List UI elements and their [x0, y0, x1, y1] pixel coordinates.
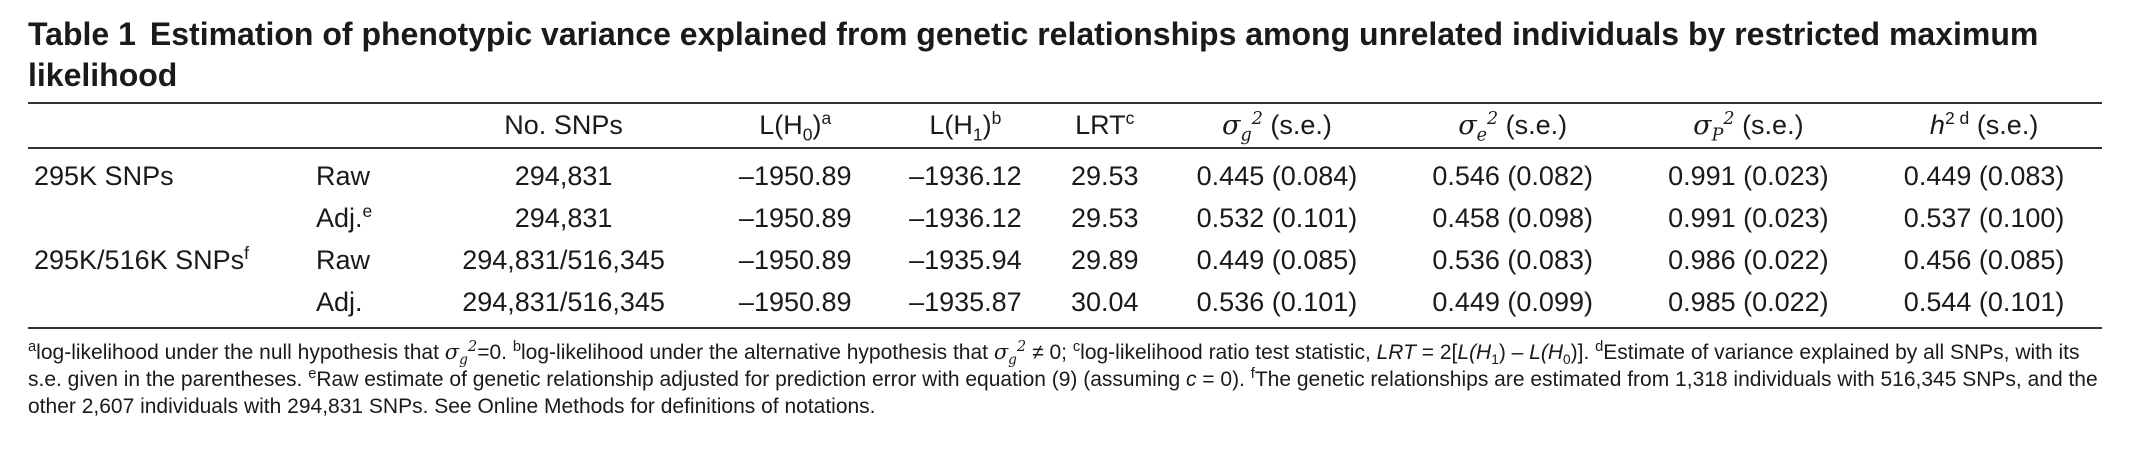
footnote-mark-c: c: [1072, 339, 1081, 355]
table-row: 295K SNPs Raw 294,831 –1950.89 –1936.12 …: [28, 148, 2102, 197]
footnote-c-text: log-likelihood ratio test statistic,: [1080, 341, 1377, 364]
cell-snps: 294,831/516,345: [417, 281, 711, 329]
footnote-mark-a: a: [28, 339, 37, 355]
cell-lh1: –1935.94: [909, 244, 1022, 275]
header-lh1: L(H1)b: [880, 102, 1051, 149]
row-label: [28, 281, 310, 329]
cell-lh1: –1936.12: [909, 202, 1022, 233]
cell-lrt: 29.53: [1071, 202, 1139, 233]
cell-h2: 0.449 (0.083): [1903, 160, 2065, 191]
footnote-d-text: Estimate of variance explained by all SN…: [28, 341, 2080, 391]
footnote-b-text: log-likelihood under the alternative hyp…: [521, 341, 994, 364]
cell-lrt: 30.04: [1050, 281, 1160, 329]
row-type: Raw: [316, 160, 371, 191]
footnote-mark-f: f: [1250, 366, 1255, 382]
cell-lh1: –1935.87: [880, 281, 1051, 329]
cell-h2: 0.456 (0.085): [1903, 244, 2065, 275]
table-footnotes: alog-likelihood under the null hypothesi…: [28, 338, 2098, 418]
cell-lh0: –1950.89: [738, 202, 852, 233]
header-type-empty: [310, 102, 417, 149]
row-label: 295K SNPs: [34, 160, 174, 191]
header-sigma-e: σe2 (s.e.): [1394, 102, 1631, 149]
footnote-mark-e: e: [308, 366, 317, 382]
footnote-f-text: The genetic relationships are estimated …: [28, 368, 2098, 418]
footnote-mark-d: d: [1595, 339, 1604, 355]
cell-snps: 294,831: [514, 202, 613, 233]
table-caption: Table 1 Estimation of phenotypic variance…: [28, 14, 2102, 96]
row-type: Adj.e: [316, 200, 373, 233]
cell-sigma-p: 0.985 (0.022): [1630, 281, 1867, 329]
header-row: No. SNPs L(H0)a L(H1)b LRTc σg2 (s.e.) σ…: [28, 102, 2102, 149]
cell-sigma-g: 0.536 (0.101): [1159, 281, 1395, 329]
cell-lrt: 29.89: [1071, 244, 1139, 275]
header-no-snps: No. SNPs: [417, 102, 711, 149]
table-title: Estimation of phenotypic variance explai…: [28, 16, 2039, 93]
row-label: 295K/516K SNPsf: [34, 242, 250, 275]
table-row: 295K/516K SNPsf Raw 294,831/516,345 –195…: [28, 239, 2102, 281]
cell-lrt: 29.53: [1071, 160, 1139, 191]
footnote-mark-b: b: [512, 339, 522, 355]
cell-sigma-p: 0.991 (0.023): [1668, 160, 1829, 191]
cell-sigma-g: 0.445 (0.084): [1196, 160, 1358, 191]
cell-sigma-p: 0.991 (0.023): [1668, 202, 1829, 233]
cell-sigma-p: 0.986 (0.022): [1668, 244, 1829, 275]
cell-snps: 294,831: [514, 160, 613, 191]
row-type: Raw: [316, 244, 371, 275]
cell-sigma-e: 0.546 (0.082): [1432, 160, 1593, 191]
cell-sigma-e: 0.449 (0.099): [1394, 281, 1631, 329]
table-page: Table 1 Estimation of phenotypic variance…: [28, 14, 2102, 418]
header-lrt: LRTc: [1050, 102, 1160, 149]
header-lh0: L(H0)a: [710, 102, 881, 149]
cell-lh0: –1950.89: [738, 244, 852, 275]
header-sigma-p: σP2 (s.e.): [1630, 102, 1867, 149]
variance-table: No. SNPs L(H0)a L(H1)b LRTc σg2 (s.e.) σ…: [28, 102, 2102, 329]
table-number: Table 1: [28, 16, 136, 52]
header-label-empty: [28, 102, 310, 149]
cell-snps: 294,831/516,345: [462, 244, 665, 275]
cell-sigma-g: 0.532 (0.101): [1196, 202, 1358, 233]
header-h2: h2 d (s.e.): [1866, 102, 2102, 149]
row-type: Adj.: [310, 281, 417, 329]
table-row: Adj.e 294,831 –1950.89 –1936.12 29.53 0.…: [28, 197, 2102, 239]
cell-lh1: –1936.12: [909, 160, 1022, 191]
cell-lh0: –1950.89: [710, 281, 881, 329]
table-row: Adj. 294,831/516,345 –1950.89 –1935.87 3…: [28, 281, 2102, 329]
footnote-e-text: Raw estimate of genetic relationship adj…: [316, 368, 1186, 391]
header-sigma-g: σg2 (s.e.): [1159, 102, 1395, 149]
cell-h2: 0.537 (0.100): [1903, 202, 2065, 233]
cell-h2: 0.544 (0.101): [1866, 281, 2102, 329]
cell-lh0: –1950.89: [738, 160, 852, 191]
cell-sigma-g: 0.449 (0.085): [1196, 244, 1358, 275]
footnote-a-text: log-likelihood under the null hypothesis…: [36, 341, 445, 364]
cell-sigma-e: 0.536 (0.083): [1432, 244, 1593, 275]
row-label: [28, 197, 310, 239]
cell-sigma-e: 0.458 (0.098): [1432, 202, 1593, 233]
